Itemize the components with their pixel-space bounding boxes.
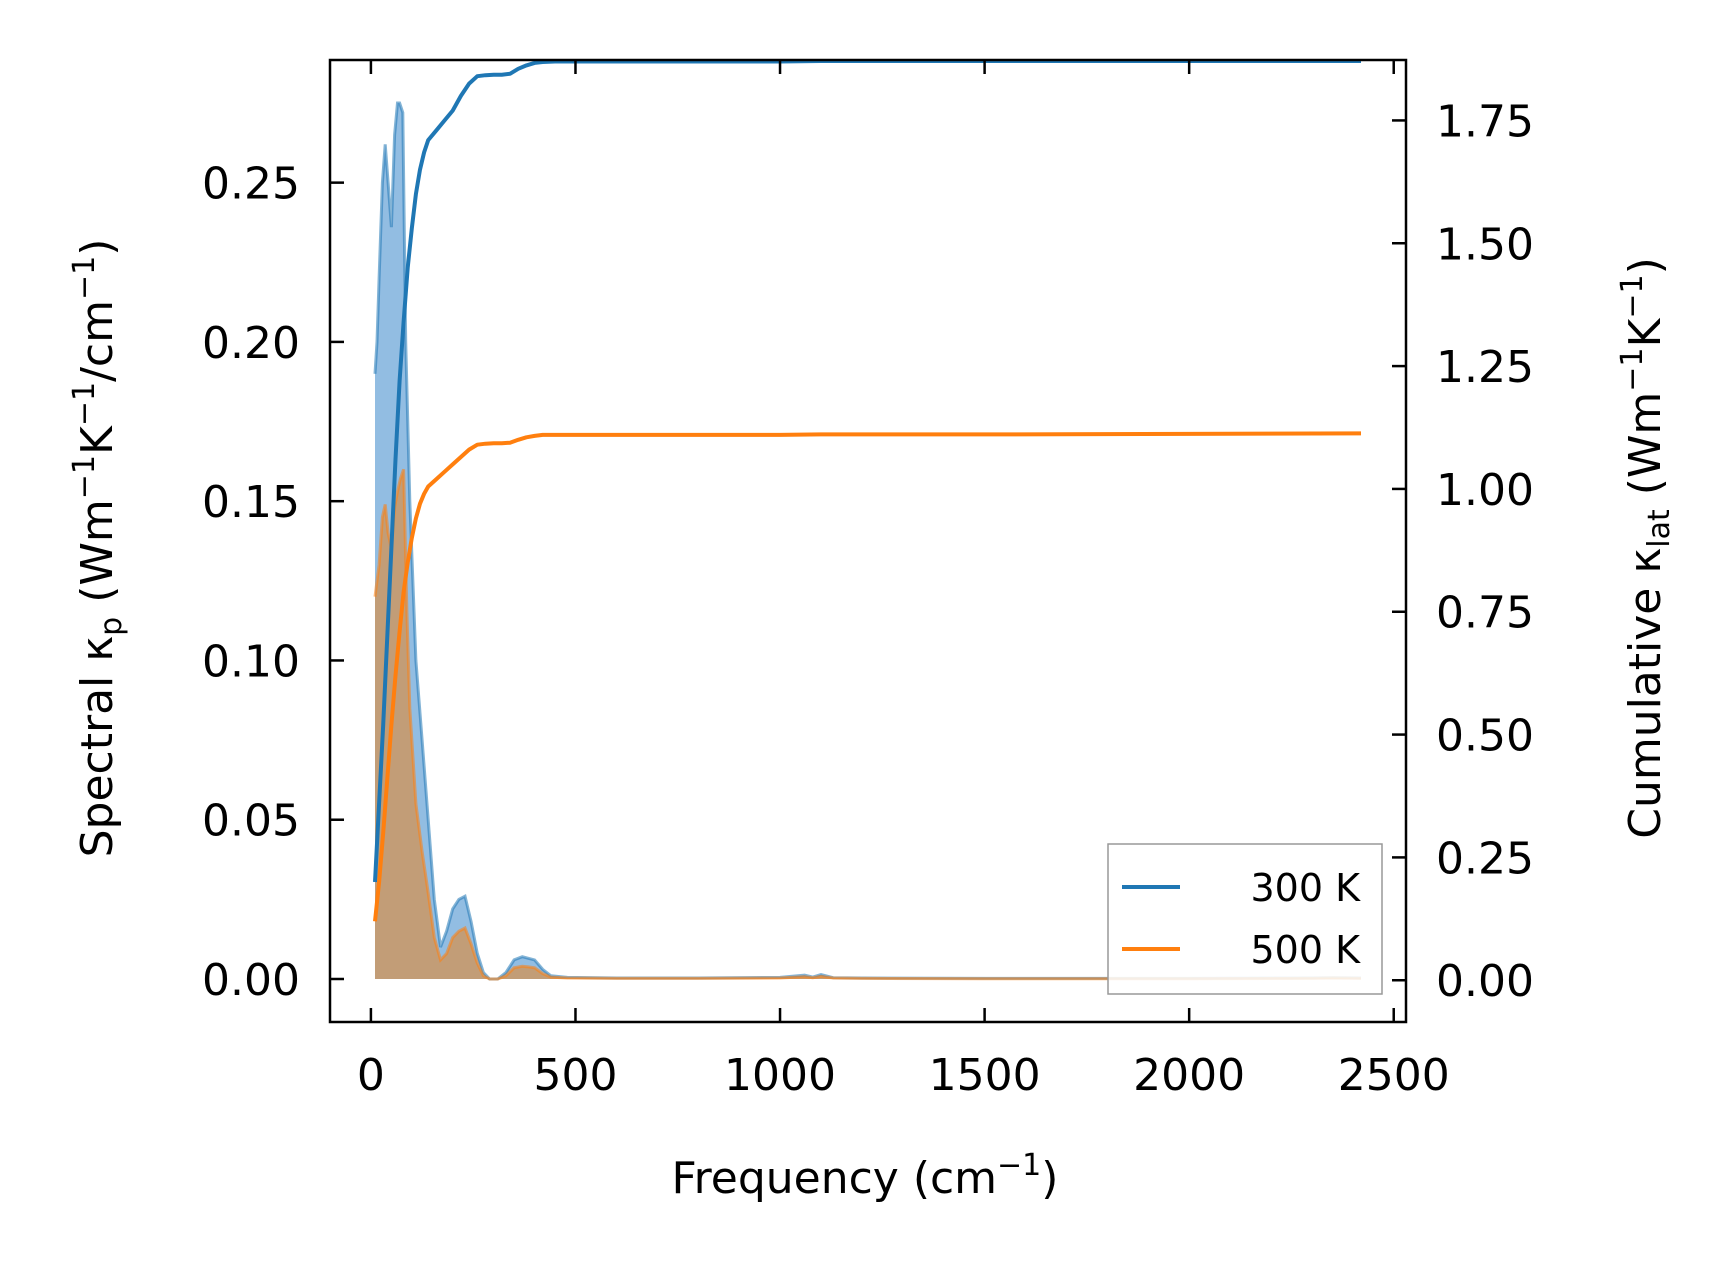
x-tick-label: 2500 <box>1338 1050 1450 1101</box>
y-left-tick-label: 0.00 <box>202 955 300 1006</box>
legend-label-300k: 300 K <box>1250 866 1361 910</box>
y-right-tick-label: 1.25 <box>1436 342 1534 393</box>
spectral-line-500k <box>373 468 1362 981</box>
y-right-tick-label: 0.25 <box>1436 833 1534 884</box>
y-left-tick-label: 0.15 <box>202 477 300 528</box>
legend: 300 K 500 K <box>1107 843 1383 995</box>
y-right-tick-label: 1.75 <box>1436 96 1534 147</box>
plot-frame <box>328 58 1408 1024</box>
x-tick-label: 2000 <box>1133 1050 1245 1101</box>
cumulative-line-500k <box>373 431 1362 922</box>
y-left-tick-label: 0.10 <box>202 636 300 687</box>
x-tick-label: 500 <box>533 1050 617 1101</box>
y-left-axis-label: Spectral κp (Wm−1K−1/cm−1) <box>67 239 129 858</box>
legend-label-500k: 500 K <box>1250 928 1361 972</box>
y-right-tick-label: 1.00 <box>1436 465 1534 516</box>
x-tick-label: 1500 <box>929 1050 1041 1101</box>
x-axis-label: Frequency (cm−1) <box>672 1148 1059 1204</box>
y-right-tick-label: 0.75 <box>1436 588 1534 639</box>
y-right-tick-label: 0.50 <box>1436 711 1534 762</box>
y-right-axis-label: Cumulative κlat (Wm−1K−1) <box>1615 257 1677 839</box>
y-right-tick-label: 1.50 <box>1436 219 1534 270</box>
x-tick-label: 1000 <box>724 1050 836 1101</box>
y-left-tick-label: 0.25 <box>202 159 300 210</box>
y-left-tick-label: 0.20 <box>202 318 300 369</box>
axes: 0 500 1000 1500 2000 2500 0.00 0.05 0.10 0.15 0.20… <box>202 58 1534 1101</box>
y-left-tick-label: 0.05 <box>202 796 300 847</box>
x-tick-label: 0 <box>357 1050 385 1101</box>
legend-box <box>1107 843 1383 995</box>
y-right-tick-label: 0.00 <box>1436 956 1534 1007</box>
